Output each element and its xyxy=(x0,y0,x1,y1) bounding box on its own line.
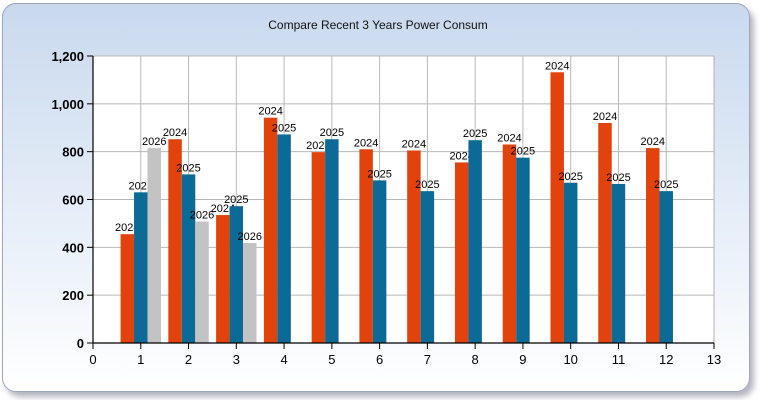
data-label-2025: 2025 xyxy=(224,194,248,206)
data-label-2025: 2025 xyxy=(511,146,535,158)
y-tick-label: 1,000 xyxy=(51,97,84,112)
data-label-2024: 2024 xyxy=(449,150,473,162)
bar-2024 xyxy=(550,72,564,343)
bar-2024 xyxy=(502,144,517,343)
bar-2025 xyxy=(372,180,387,343)
bar-2024 xyxy=(168,139,182,343)
bar-2024 xyxy=(120,234,135,343)
x-tick-label: 11 xyxy=(612,352,626,367)
bar-2025 xyxy=(611,183,626,343)
x-tick-label: 10 xyxy=(563,352,577,367)
x-tick-label: 7 xyxy=(424,352,431,367)
bar-2025 xyxy=(468,140,482,343)
bar-2026 xyxy=(147,148,161,343)
x-tick-label: 1 xyxy=(137,352,144,367)
bar-2024 xyxy=(359,149,373,343)
chart-title: Compare Recent 3 Years Power Consum xyxy=(268,18,487,32)
bar-2026 xyxy=(243,243,257,343)
bar-2025 xyxy=(659,191,673,343)
bar-2026 xyxy=(195,221,209,343)
data-label-2024: 2024 xyxy=(545,60,569,72)
data-label-2025: 2025 xyxy=(129,180,153,192)
data-label-2024: 2024 xyxy=(258,106,282,118)
x-tick-label: 12 xyxy=(659,352,673,367)
data-label-2025: 2025 xyxy=(463,128,487,140)
data-label-2024: 2024 xyxy=(402,138,426,150)
x-tick-label: 4 xyxy=(280,352,287,367)
bar-2025 xyxy=(420,191,435,343)
bar-2024 xyxy=(216,215,230,343)
data-label-2025: 2025 xyxy=(320,127,344,139)
x-tick-label: 5 xyxy=(328,352,335,367)
data-label-2024: 2024 xyxy=(497,132,521,144)
data-label-2024: 2024 xyxy=(641,136,665,148)
x-tick-label: 2 xyxy=(185,352,192,367)
y-tick-label: 400 xyxy=(62,240,84,255)
data-label-2024: 2024 xyxy=(306,140,330,152)
bar-2024 xyxy=(598,122,612,343)
data-label-2024: 2024 xyxy=(354,137,378,149)
bar-2025 xyxy=(516,157,530,343)
y-tick-label: 200 xyxy=(62,288,84,303)
data-label-2024: 2024 xyxy=(211,203,235,215)
data-label-2026: 2026 xyxy=(238,231,262,243)
bar-2025 xyxy=(563,182,578,343)
bar-2024 xyxy=(646,148,660,343)
bar-2025 xyxy=(277,134,291,343)
data-label-2026: 2026 xyxy=(142,136,166,148)
data-label-2025: 2025 xyxy=(176,162,200,174)
x-tick-label: 3 xyxy=(233,352,240,367)
bar-2024 xyxy=(454,162,469,343)
bar-2025 xyxy=(229,206,244,343)
bar-2024 xyxy=(311,152,326,343)
bars: 2024202520262024202520262024202520262024… xyxy=(115,60,678,343)
x-tick-label: 8 xyxy=(472,352,479,367)
y-tick-label: 1,200 xyxy=(51,49,84,64)
data-label-2025: 2025 xyxy=(272,122,296,134)
y-tick-label: 600 xyxy=(62,193,84,208)
bar-2025 xyxy=(325,139,339,343)
x-tick-label: 9 xyxy=(519,352,526,367)
bar-2025 xyxy=(181,174,196,343)
y-tick-label: 800 xyxy=(62,145,84,160)
x-tick-label: 0 xyxy=(89,352,96,367)
data-label-2026: 2026 xyxy=(190,210,214,222)
data-label-2025: 2025 xyxy=(415,179,439,191)
x-tick-label: 13 xyxy=(707,352,721,367)
data-label-2024: 2024 xyxy=(593,111,617,123)
bar-2025 xyxy=(134,192,148,343)
x-tick-label: 6 xyxy=(376,352,383,367)
data-label-2025: 2025 xyxy=(606,172,630,184)
bar-2024 xyxy=(263,117,278,343)
bar-2024 xyxy=(407,150,421,343)
data-label-2025: 2025 xyxy=(367,168,391,180)
data-label-2024: 2024 xyxy=(115,222,139,234)
y-tick-label: 0 xyxy=(77,336,84,351)
data-label-2025: 2025 xyxy=(654,179,678,191)
data-label-2025: 2025 xyxy=(558,171,582,183)
data-label-2024: 2024 xyxy=(163,127,187,139)
